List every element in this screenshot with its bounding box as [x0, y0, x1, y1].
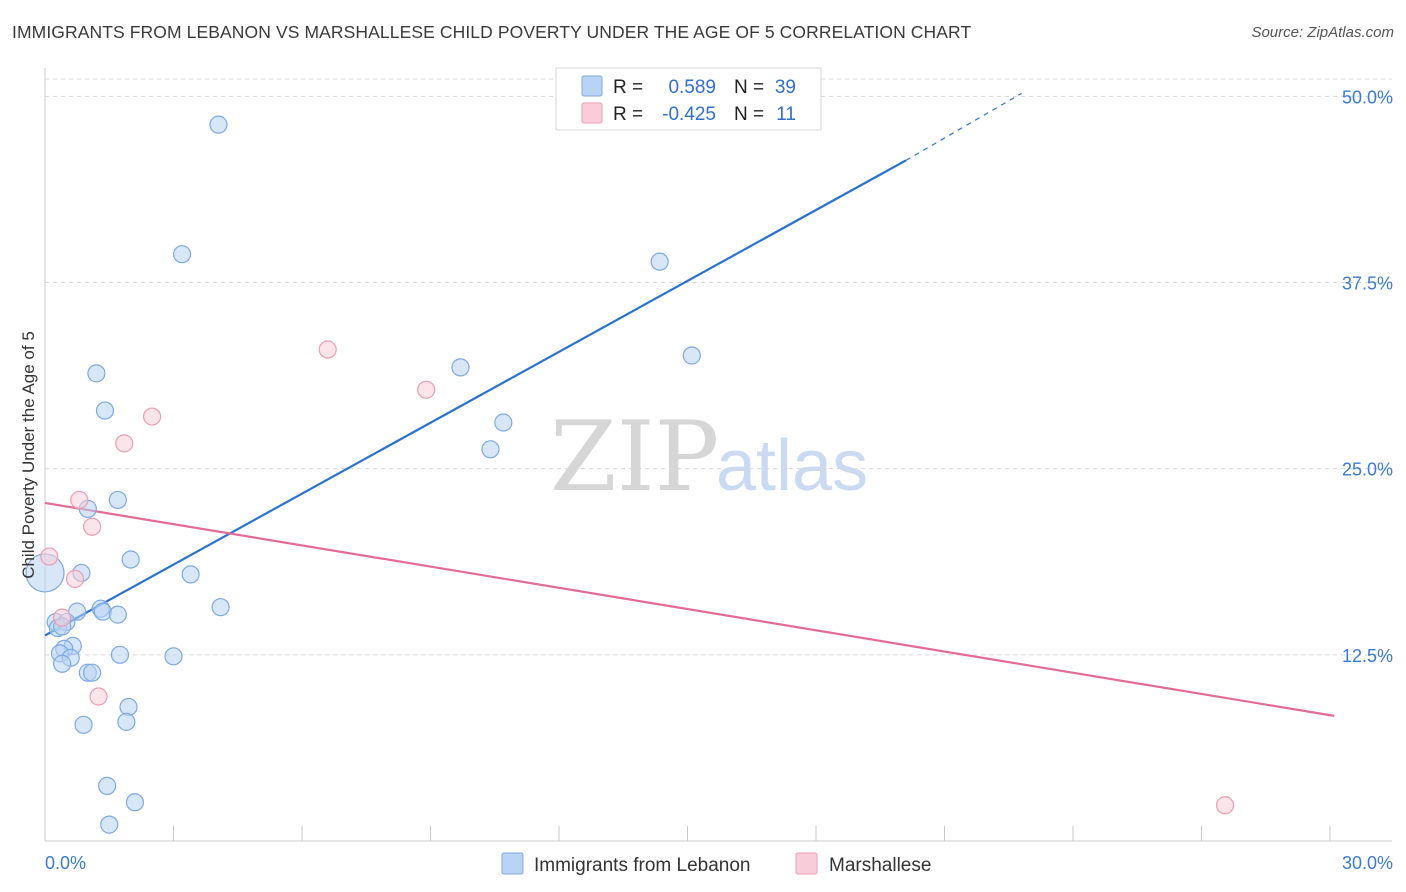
- data-point-pink: [89, 687, 108, 706]
- data-point-pink: [1215, 796, 1235, 815]
- data-point-blue: [481, 440, 500, 459]
- x-tick-labels: 0.0% 30.0%: [45, 853, 1393, 873]
- data-point-blue: [211, 598, 230, 617]
- y-tick-labels: 12.5% 25.0% 37.5% 50.0%: [1342, 87, 1393, 665]
- data-point-blue: [451, 358, 470, 377]
- data-point-blue: [93, 602, 112, 621]
- data-point-blue: [87, 364, 106, 383]
- data-point-blue: [117, 712, 136, 731]
- chart-title: IMMIGRANTS FROM LEBANON VS MARSHALLESE C…: [12, 22, 972, 42]
- data-point-blue: [650, 252, 669, 271]
- series-legend-swatch-pink: [795, 852, 818, 875]
- data-points: [25, 115, 1235, 834]
- y-tick-label: 37.5%: [1342, 274, 1393, 294]
- y-tick-label: 50.0%: [1342, 87, 1393, 107]
- data-point-pink: [70, 490, 89, 510]
- data-point-blue: [682, 346, 701, 365]
- x-tick-label: 30.0%: [1342, 853, 1393, 873]
- legend-n-value: 39: [775, 77, 796, 98]
- legend-n-label: N =: [734, 77, 764, 98]
- gridlines: [45, 78, 1392, 656]
- data-point-blue: [172, 245, 192, 264]
- data-point-blue: [95, 401, 115, 420]
- correlation-legend: R = 0.589 N = 39 R = -0.425 N = 11: [555, 67, 822, 131]
- data-point-blue: [83, 663, 102, 682]
- data-point-blue: [209, 115, 228, 134]
- legend-n-value: 11: [776, 104, 796, 125]
- y-tick-label: 12.5%: [1342, 646, 1393, 666]
- legend-swatch-pink: [581, 102, 603, 124]
- data-point-blue: [121, 550, 140, 569]
- data-point-pink: [83, 517, 102, 536]
- data-point-blue: [125, 793, 145, 812]
- y-tick-label: 25.0%: [1342, 460, 1393, 480]
- x-tick-label: 0.0%: [45, 853, 86, 873]
- data-point-blue: [181, 565, 200, 584]
- trend-line-extension-blue: [905, 92, 1022, 161]
- data-point-blue: [98, 776, 117, 795]
- data-point-pink: [65, 569, 85, 588]
- data-point-pink: [53, 608, 72, 627]
- watermark-atlas: atlas: [716, 426, 868, 506]
- series-legend-label: Marshallese: [829, 855, 931, 876]
- watermark: ZIP atlas: [550, 401, 868, 513]
- source-attribution: Source: ZipAtlas.com: [1251, 24, 1394, 41]
- data-point-pink: [142, 407, 162, 426]
- data-point-blue: [110, 645, 130, 664]
- y-axis-label: Child Poverty Under the Age of 5: [19, 331, 38, 579]
- data-point-pink: [40, 547, 59, 566]
- legend-n-label: N =: [734, 104, 764, 125]
- data-point-blue: [53, 654, 72, 673]
- data-point-blue: [108, 490, 127, 510]
- series-legend-label: Immigrants from Lebanon: [534, 855, 751, 876]
- series-legend: Immigrants from Lebanon Marshallese: [501, 852, 931, 876]
- data-point-blue: [494, 413, 513, 432]
- legend-r-value: -0.425: [662, 104, 716, 125]
- data-point-pink: [115, 434, 134, 453]
- legend-swatch-blue: [581, 75, 603, 97]
- legend-r-label: R =: [613, 104, 643, 125]
- data-point-blue: [74, 715, 93, 734]
- legend-r-label: R =: [613, 77, 643, 98]
- axes: [44, 68, 1392, 842]
- data-point-pink: [417, 380, 436, 399]
- watermark-zip: ZIP: [550, 401, 719, 513]
- trend-line-pink: [44, 501, 1335, 717]
- trend-line-blue: [44, 159, 907, 637]
- data-point-blue: [164, 647, 183, 666]
- data-point-blue: [119, 697, 138, 717]
- data-point-pink: [318, 340, 337, 359]
- data-point-blue: [100, 815, 119, 834]
- legend-r-value: 0.589: [668, 77, 716, 98]
- data-point-blue: [108, 605, 127, 624]
- trend-lines: [44, 92, 1335, 717]
- series-legend-swatch-blue: [501, 852, 524, 875]
